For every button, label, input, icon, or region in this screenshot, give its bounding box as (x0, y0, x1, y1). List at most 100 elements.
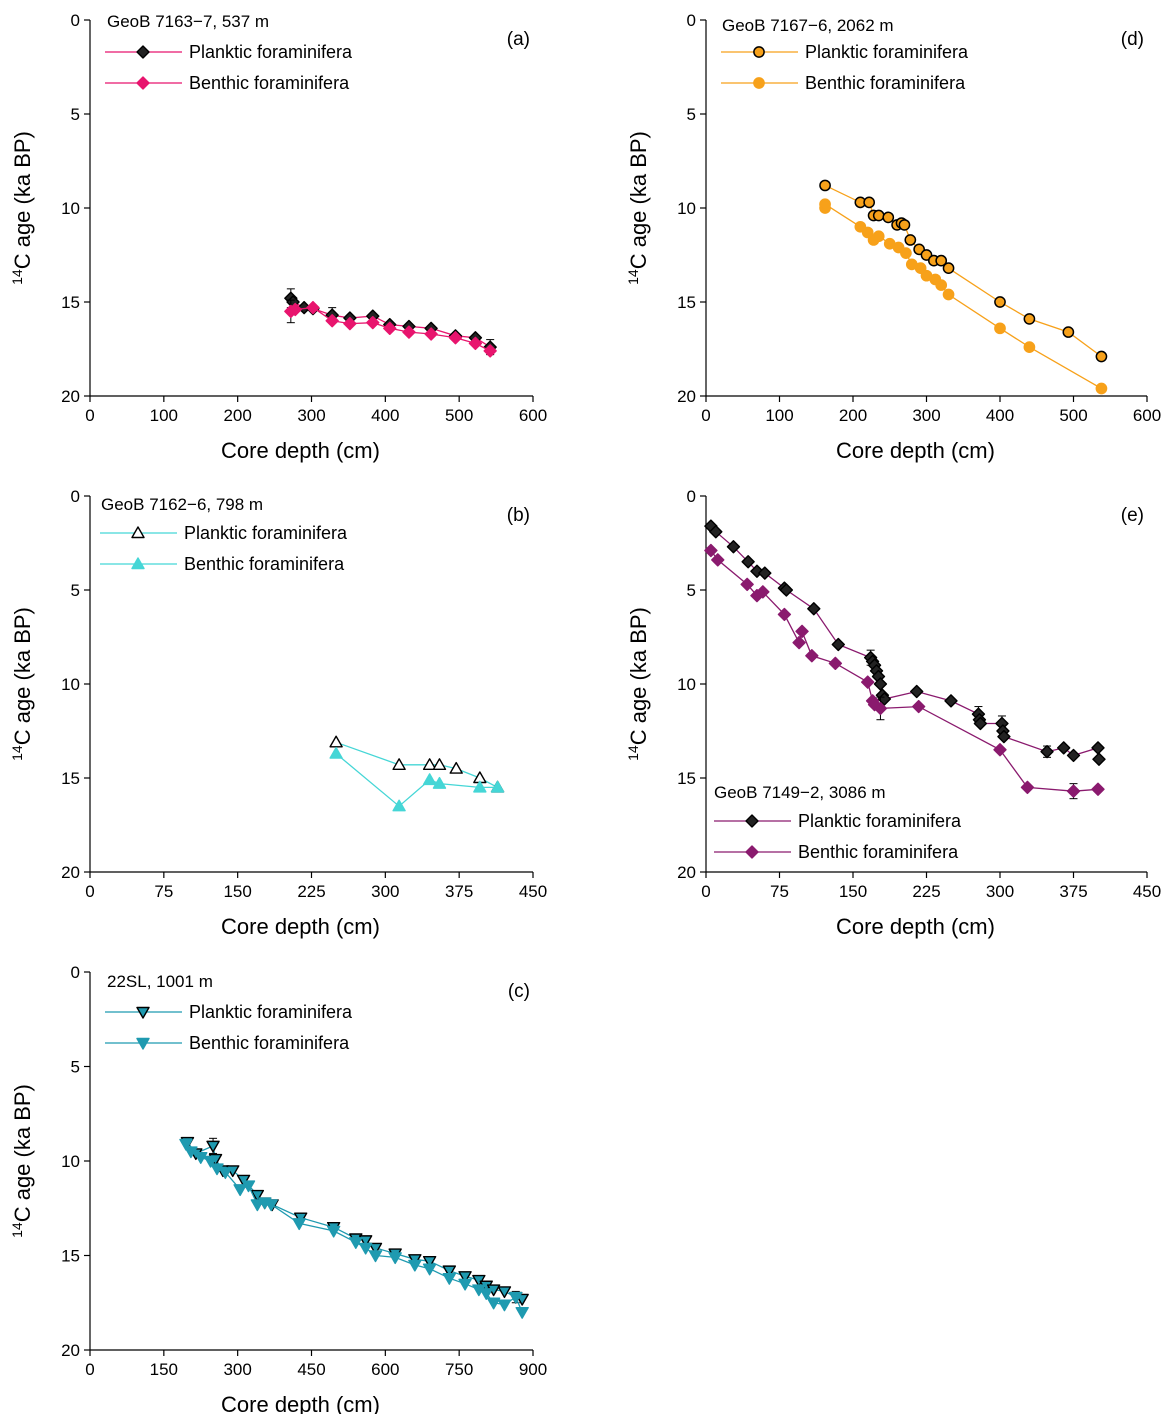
data-point (872, 209, 885, 222)
data-point (741, 555, 755, 569)
data-point (432, 758, 447, 771)
x-tick-label: 300 (912, 406, 940, 425)
x-tick-label: 150 (839, 882, 867, 901)
x-tick-label: 900 (519, 1360, 547, 1379)
y-axis-title-superscript: 14 (625, 269, 641, 285)
data-point (233, 1184, 247, 1197)
x-tick-label: 500 (1059, 406, 1087, 425)
y-axis-title: 14C age (ka BP) (625, 607, 651, 761)
data-point (1040, 744, 1054, 759)
data-point (326, 1225, 341, 1238)
data-point (250, 1189, 265, 1202)
panel-b: 0 75 150 225 300 375 450 0 5 10 15 20 Core depth (cm… (9, 487, 547, 939)
data-point (458, 1278, 472, 1291)
y-axis-title-text: 14C age (ka BP) (625, 131, 651, 285)
data-point (1062, 326, 1075, 338)
data-point (993, 743, 1007, 757)
data-point (997, 729, 1011, 744)
data-point (448, 331, 463, 345)
data-point (831, 637, 845, 652)
data-point (325, 314, 339, 328)
y-axis-title-main: C age (ka BP) (626, 131, 651, 269)
data-point (368, 1250, 383, 1263)
x-tick-label: 100 (150, 406, 178, 425)
panel-label: (e) (1121, 505, 1144, 526)
data-point (250, 1199, 265, 1212)
data-point (861, 226, 874, 239)
data-point (368, 1242, 383, 1255)
legend-marker (136, 1006, 150, 1019)
data-point (422, 758, 437, 771)
x-tick-label: 150 (223, 882, 251, 901)
data-point (914, 262, 927, 275)
data-point (873, 677, 888, 691)
data-point (392, 758, 406, 771)
x-tick-label: 300 (297, 406, 325, 425)
data-point (1091, 782, 1105, 796)
data-point (292, 1218, 306, 1231)
y-tick-label: 10 (61, 675, 80, 694)
y-tick-label: 5 (71, 105, 80, 124)
x-tick-label: 0 (85, 1360, 94, 1379)
panel-d: 0 100 200 300 400 500 600 0 5 10 15 20 Core depth (c… (625, 11, 1161, 463)
y-tick-label: 10 (61, 199, 80, 218)
panel-a: 0 100 200 300 400 500 600 0 5 10 15 20 Core depth (c… (9, 11, 547, 463)
data-point (863, 196, 876, 209)
x-tick-label: 450 (297, 1360, 325, 1379)
y-tick-label: 0 (687, 11, 696, 30)
legend-marker (136, 1037, 150, 1050)
data-point (872, 230, 885, 243)
y-tick-label: 15 (677, 769, 696, 788)
x-tick-label: 75 (770, 882, 789, 901)
data-point (515, 1307, 529, 1319)
x-tick-label: 600 (519, 406, 547, 425)
legend-marker (745, 814, 759, 828)
data-point (422, 1255, 437, 1268)
panel-label: (a) (507, 29, 530, 50)
data-point (756, 585, 770, 599)
data-point (1020, 780, 1035, 795)
y-tick-label: 5 (687, 105, 696, 124)
legend-label: Planktic foraminifera (798, 811, 962, 831)
legend-marker (131, 557, 145, 570)
y-tick-label: 15 (61, 293, 80, 312)
site-label: 22SL, 1001 m (107, 972, 213, 991)
data-point (726, 540, 741, 554)
data-point (424, 327, 438, 341)
y-tick-label: 10 (61, 1152, 80, 1171)
series-line (335, 753, 498, 808)
data-point (711, 553, 725, 567)
data-point (497, 1299, 512, 1312)
data-point (1095, 382, 1108, 395)
data-point (779, 583, 794, 597)
x-tick-label: 450 (1133, 882, 1161, 901)
data-point (777, 607, 792, 622)
data-point (805, 649, 819, 663)
data-point (807, 602, 821, 616)
x-tick-label: 0 (85, 406, 94, 425)
data-point (422, 1263, 437, 1276)
data-point (1023, 313, 1036, 325)
data-point (819, 179, 831, 192)
x-tick-label: 75 (154, 882, 173, 901)
data-point (1095, 350, 1108, 363)
data-point (184, 1146, 198, 1159)
data-point (1091, 741, 1105, 755)
data-point (392, 799, 406, 812)
y-axis-title-main: C age (ka BP) (10, 131, 35, 269)
x-tick-label: 0 (701, 882, 710, 901)
data-point (861, 675, 875, 689)
x-axis-title: Core depth (cm) (836, 438, 995, 463)
y-tick-label: 0 (687, 487, 696, 506)
legend-marker (753, 46, 765, 58)
site-label: GeoB 7162−6, 798 m (101, 495, 263, 514)
data-point (408, 1259, 422, 1272)
data-point (241, 1180, 256, 1193)
y-tick-label: 0 (71, 11, 80, 30)
y-axis-title-superscript: 14 (9, 1222, 25, 1238)
series-line (824, 184, 1102, 358)
data-point (795, 624, 809, 639)
legend-marker (753, 77, 765, 89)
data-point (179, 1138, 193, 1151)
x-tick-label: 400 (986, 406, 1014, 425)
